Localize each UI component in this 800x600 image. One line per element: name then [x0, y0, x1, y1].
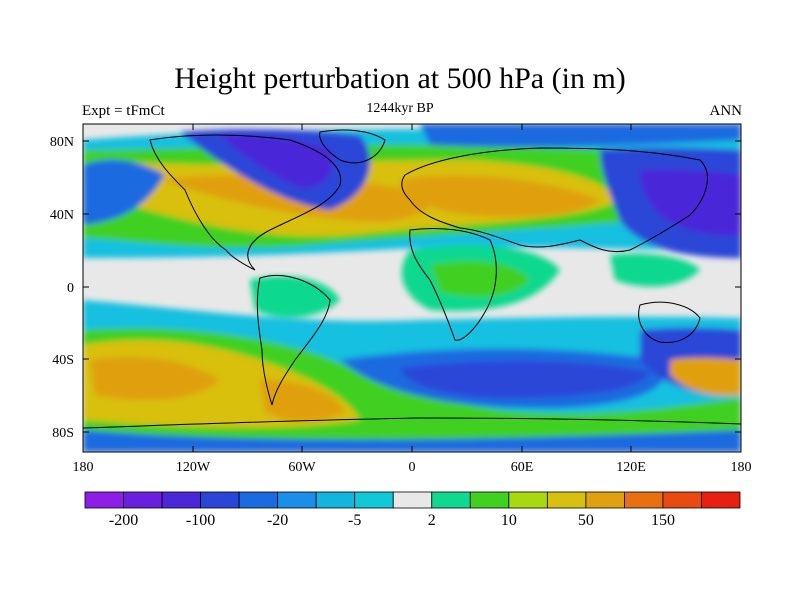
region-southamerica-green [250, 276, 340, 318]
y-tick-label: 40N [50, 208, 74, 223]
region-eurasia-orange [400, 175, 600, 218]
coast-south-america [256, 274, 331, 406]
colorbar-swatch [431, 491, 471, 509]
colorbar-label: -100 [186, 512, 215, 529]
region-canada-deepblue [220, 134, 333, 189]
colorbar-swatch [585, 491, 625, 509]
x-tick-label: 0 [409, 460, 416, 475]
contour-field [83, 124, 741, 452]
colorbar-swatch [161, 491, 201, 509]
colorbar-swatch [508, 491, 548, 509]
coast-australia [638, 301, 701, 344]
coast-greenland [319, 129, 386, 164]
colorbar-label: 10 [501, 512, 517, 529]
region-southeast-orange [670, 357, 741, 396]
coastlines [83, 129, 741, 429]
colorbar-label: -20 [267, 512, 288, 529]
colorbar-label: -5 [348, 512, 361, 529]
colorbar-swatch [392, 491, 433, 509]
colorbar-swatch [84, 491, 124, 509]
region-arctic-blue [420, 124, 741, 148]
x-tick-label: 60E [511, 460, 534, 475]
colorbar-label: -200 [109, 512, 138, 529]
colorbar-swatch [354, 491, 394, 509]
x-tick-label: 180 [73, 460, 94, 475]
coast-antarctica [83, 417, 741, 429]
region-pacific-deepblue [640, 169, 741, 236]
region-antarctic-blue [83, 430, 741, 452]
colorbar-label: 2 [428, 512, 436, 529]
colorbar-swatch [624, 491, 664, 509]
x-tick-label: 180 [731, 460, 752, 475]
x-tick-label: 120E [616, 460, 646, 475]
colorbar-swatch [238, 491, 279, 509]
y-tick-label: 40S [52, 353, 74, 368]
coast-eurasia [401, 147, 708, 253]
region-southpacific-orange [90, 356, 220, 400]
y-tick-label: 80N [50, 135, 74, 150]
colorbar-swatch [662, 491, 702, 509]
y-axis: 80N 40N 0 40S 80S [50, 135, 741, 441]
region-south-deepblue [400, 360, 650, 398]
colorbar-swatch [469, 491, 510, 509]
colorbar-swatch [123, 491, 163, 509]
colorbar-swatch [701, 491, 741, 509]
colorbar-label: 50 [578, 512, 594, 529]
experiment-label: Expt = tFmCt [82, 103, 165, 119]
x-tick-label: 120W [176, 460, 211, 475]
x-tick-label: 60W [288, 460, 316, 475]
region-indonesia-green [610, 253, 700, 287]
map-title: Height perturbation at 500 hPa (in m) [174, 62, 626, 95]
y-tick-label: 0 [67, 281, 74, 296]
x-axis: 180 120W 60W 0 60E 120E 180 [73, 124, 752, 475]
region-northwest-blue [83, 159, 165, 225]
coast-africa [409, 228, 497, 341]
coast-north-america [149, 134, 342, 271]
y-tick-label: 80S [52, 426, 74, 441]
season-label: ANN [709, 103, 743, 119]
colorbar-label: 150 [651, 512, 675, 529]
colorbar: -200 -100 -20 -5 2 10 50 150 [84, 491, 741, 529]
colorbar-swatch [546, 491, 587, 509]
region-tropical-lime [430, 260, 530, 297]
colorbar-swatch [200, 491, 240, 509]
time-label: 1244kyr BP [366, 101, 434, 116]
colorbar-swatch [277, 491, 317, 509]
region-southatlantic-orange [260, 379, 345, 422]
colorbar-swatch [315, 491, 356, 509]
